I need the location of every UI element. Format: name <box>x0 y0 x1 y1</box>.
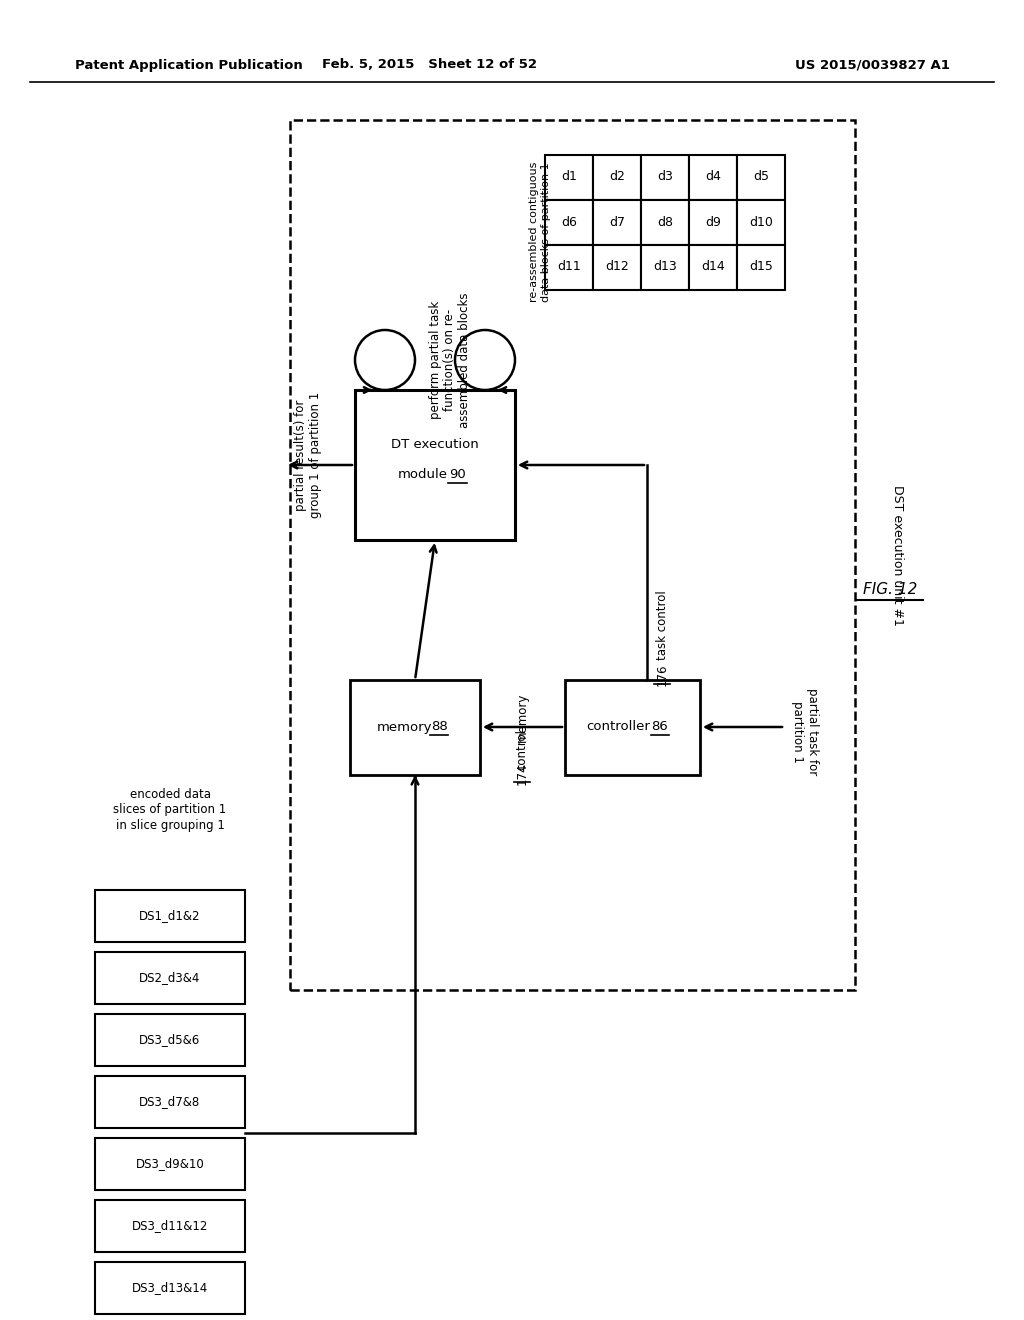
Text: memory: memory <box>515 692 528 742</box>
Bar <box>545 201 593 246</box>
Text: encoded data
slices of partition 1
in slice grouping 1: encoded data slices of partition 1 in sl… <box>114 788 226 832</box>
Bar <box>95 1076 245 1129</box>
Bar <box>593 201 641 246</box>
Bar <box>737 201 785 246</box>
Text: FIG. 12: FIG. 12 <box>863 582 918 598</box>
Text: d4: d4 <box>706 170 721 183</box>
Bar <box>689 201 737 246</box>
Text: d15: d15 <box>750 260 773 273</box>
Text: d10: d10 <box>750 215 773 228</box>
Text: DS3_d5&6: DS3_d5&6 <box>139 1034 201 1047</box>
Text: task control: task control <box>655 590 669 660</box>
Bar <box>95 1200 245 1251</box>
Text: memory: memory <box>377 721 433 734</box>
Bar <box>641 154 689 201</box>
Bar <box>545 246 593 290</box>
Bar <box>641 246 689 290</box>
Text: d8: d8 <box>657 215 673 228</box>
Text: 174: 174 <box>515 763 528 785</box>
Text: d5: d5 <box>753 170 769 183</box>
Bar <box>641 201 689 246</box>
Text: DS3_d13&14: DS3_d13&14 <box>132 1282 208 1295</box>
Text: US 2015/0039827 A1: US 2015/0039827 A1 <box>795 58 950 71</box>
Text: d9: d9 <box>706 215 721 228</box>
Bar <box>95 890 245 942</box>
Text: d7: d7 <box>609 215 625 228</box>
Bar <box>355 389 515 540</box>
Text: 88: 88 <box>431 721 447 734</box>
Bar <box>737 154 785 201</box>
Bar <box>689 246 737 290</box>
Text: controller: controller <box>586 721 650 734</box>
Text: DT execution: DT execution <box>391 438 479 451</box>
Text: Patent Application Publication: Patent Application Publication <box>75 58 303 71</box>
Text: module: module <box>398 469 449 482</box>
Text: re-assembled contiguous
data blocks of partition 1: re-assembled contiguous data blocks of p… <box>529 162 551 302</box>
Text: d13: d13 <box>653 260 677 273</box>
Text: partial task for
partition 1: partial task for partition 1 <box>791 688 819 776</box>
Bar <box>95 952 245 1005</box>
Text: 90: 90 <box>449 469 465 482</box>
Bar <box>95 1014 245 1067</box>
Text: d1: d1 <box>561 170 577 183</box>
Bar <box>290 120 855 990</box>
Text: d2: d2 <box>609 170 625 183</box>
Text: 176: 176 <box>655 664 669 686</box>
Text: d11: d11 <box>557 260 581 273</box>
Bar <box>95 1262 245 1313</box>
Text: DS3_d9&10: DS3_d9&10 <box>135 1158 205 1171</box>
Text: d12: d12 <box>605 260 629 273</box>
Bar <box>593 154 641 201</box>
Text: perform partial task
function(s) on re-
assembled data blocks: perform partial task function(s) on re- … <box>428 292 471 428</box>
Text: 86: 86 <box>651 721 669 734</box>
Text: DS3_d7&8: DS3_d7&8 <box>139 1096 201 1109</box>
Bar <box>689 154 737 201</box>
Text: DST execution unit #1: DST execution unit #1 <box>891 484 903 626</box>
Text: control: control <box>515 729 528 770</box>
Bar <box>593 246 641 290</box>
Text: Feb. 5, 2015   Sheet 12 of 52: Feb. 5, 2015 Sheet 12 of 52 <box>323 58 538 71</box>
Text: partial result(s) for
group 1 of partition 1: partial result(s) for group 1 of partiti… <box>294 392 322 519</box>
Text: d3: d3 <box>657 170 673 183</box>
Bar <box>95 1138 245 1191</box>
Text: d14: d14 <box>701 260 725 273</box>
Bar <box>545 154 593 201</box>
Bar <box>565 680 700 775</box>
Text: d6: d6 <box>561 215 577 228</box>
Bar <box>350 680 480 775</box>
Text: DS1_d1&2: DS1_d1&2 <box>139 909 201 923</box>
Text: DS2_d3&4: DS2_d3&4 <box>139 972 201 985</box>
Bar <box>737 246 785 290</box>
Text: DS3_d11&12: DS3_d11&12 <box>132 1220 208 1233</box>
